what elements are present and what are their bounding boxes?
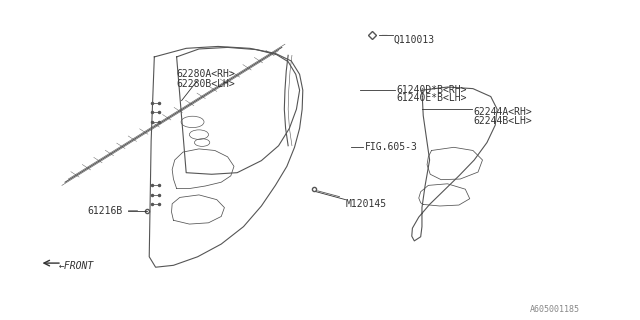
Text: 62244A<RH>: 62244A<RH>: [473, 108, 532, 117]
Text: M120145: M120145: [346, 199, 387, 209]
Text: 62280A<RH>: 62280A<RH>: [177, 69, 236, 79]
Text: 61216B: 61216B: [88, 206, 123, 216]
Text: 62280B<LH>: 62280B<LH>: [177, 79, 236, 89]
Text: Q110013: Q110013: [394, 35, 435, 44]
Text: 61240E*B<LH>: 61240E*B<LH>: [396, 93, 467, 103]
Text: ←FRONT: ←FRONT: [59, 261, 94, 271]
Text: A605001185: A605001185: [531, 305, 580, 314]
Text: 62244B<LH>: 62244B<LH>: [473, 116, 532, 126]
Text: FIG.605-3: FIG.605-3: [365, 142, 417, 152]
Text: 61240D*B<RH>: 61240D*B<RH>: [396, 85, 467, 95]
